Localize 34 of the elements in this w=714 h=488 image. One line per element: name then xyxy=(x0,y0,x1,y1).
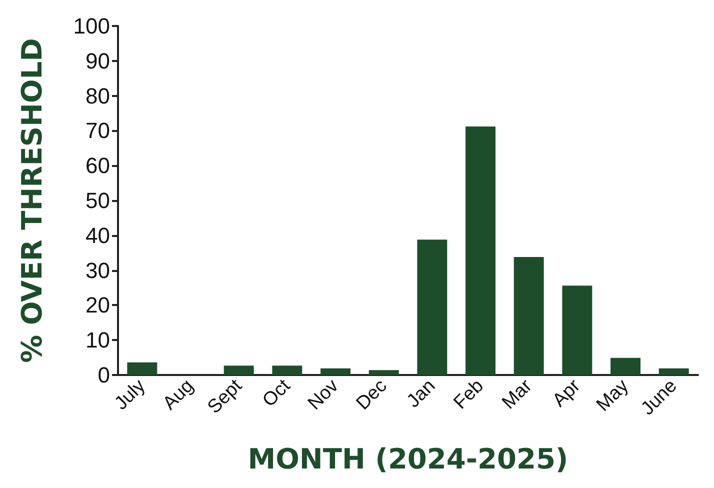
x-tick-label: July xyxy=(110,375,150,414)
x-tick-label: Feb xyxy=(450,376,488,414)
y-tick-label: 50 xyxy=(86,188,110,213)
bar xyxy=(514,257,544,375)
y-tick-label: 30 xyxy=(86,258,110,283)
bar xyxy=(224,366,254,375)
y-tick-label: 40 xyxy=(86,222,110,248)
x-tick-label: Nov xyxy=(304,375,344,414)
bar xyxy=(610,358,640,375)
y-tick-label: 60 xyxy=(86,153,110,178)
bar xyxy=(272,366,302,375)
bar xyxy=(127,362,158,375)
bar xyxy=(320,368,350,375)
y-tick-label: 10 xyxy=(86,328,110,353)
y-tick-label: 100 xyxy=(73,14,110,38)
y-tick-label: 0 xyxy=(98,362,110,388)
x-tick-label: Aug xyxy=(159,376,198,414)
bar xyxy=(368,370,399,375)
y-axis-title: % OVER THRESHOLD xyxy=(16,38,48,363)
x-tick-label: Dec xyxy=(352,376,392,414)
y-tick-label: 70 xyxy=(86,118,110,144)
x-tick-label: Mar xyxy=(498,376,536,414)
x-tick-label: Apr xyxy=(548,376,585,412)
x-axis-title: MONTH (2024-2025) xyxy=(248,442,568,476)
x-tick-label: Oct xyxy=(258,375,296,412)
x-tick-label: Jan xyxy=(403,376,440,412)
y-tick-label: 90 xyxy=(86,48,110,74)
bar xyxy=(658,368,689,375)
y-tick-label: 80 xyxy=(86,83,110,108)
x-tick-label: May xyxy=(592,375,634,416)
bar xyxy=(417,240,448,375)
y-tick-label: 20 xyxy=(86,292,110,318)
bar xyxy=(466,126,496,375)
bar xyxy=(562,286,592,375)
